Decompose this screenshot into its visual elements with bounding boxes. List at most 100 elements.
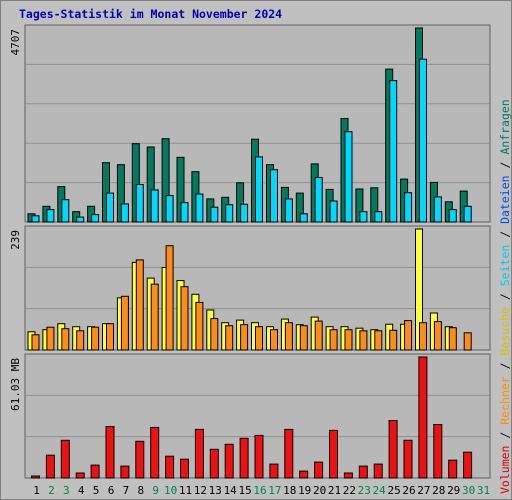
bar-rechner-day-11 [180,286,189,351]
bar-volumen-day-8 [135,440,145,479]
bar-volumen-day-7 [120,465,130,479]
bar-rechner-day-12 [195,301,204,351]
bar-dateien-day-9 [150,189,159,223]
bar-volumen-day-12 [194,428,204,479]
x-tick-label-day-11: 11 [179,484,192,497]
x-tick-label-day-7: 7 [123,484,130,497]
bar-volumen-day-19 [299,470,309,479]
bar-rechner-day-22 [344,329,353,351]
bar-dateien-day-6 [106,192,114,223]
bar-dateien-day-14 [225,204,234,223]
bar-volumen-day-9 [150,426,160,479]
bar-volumen-day-26 [403,439,413,479]
x-tick-label-day-24: 24 [373,484,387,497]
bar-rechner-day-13 [210,318,219,351]
bar-volumen-day-3 [60,439,70,479]
x-tick-label-day-27: 27 [417,484,430,497]
bar-volumen-day-18 [284,428,294,479]
bar-rechner-day-7 [120,295,129,351]
x-tick-label-day-8: 8 [137,484,144,497]
bar-rechner-day-3 [61,328,70,351]
bar-dateien-day-3 [61,199,70,223]
x-tick-label-day-21: 21 [328,484,341,497]
x-tick-label-day-23: 23 [358,484,371,497]
bar-rechner-day-24 [374,330,383,351]
bar-volumen-day-1 [31,475,40,479]
bar-volumen-day-5 [90,464,100,479]
bar-rechner-day-6 [106,323,114,351]
bar-dateien-day-25 [389,80,398,223]
x-tick-label-day-14: 14 [224,484,238,497]
bar-dateien-day-16 [255,156,263,223]
bar-rechner-day-9 [150,283,159,351]
bar-dateien-day-13 [210,206,219,223]
bar-volumen-day-10 [165,455,175,479]
bar-volumen-day-16 [254,434,264,479]
right-legend-text: Volumen / Rechner / Besuche / Seiten / D… [494,99,512,494]
bar-dateien-day-20 [314,177,323,223]
bar-volumen-day-30 [463,451,473,479]
bar-volumen-day-20 [314,461,324,479]
bar-dateien-day-10 [165,195,174,223]
bar-dateien-day-11 [180,202,189,223]
bar-dateien-day-21 [329,200,338,223]
bar-rechner-day-14 [225,325,234,351]
bar-dateien-day-17 [270,169,278,223]
bar-rechner-day-26 [404,320,413,351]
bar-rechner-day-25 [389,329,398,351]
bar-dateien-day-24 [374,211,383,223]
x-tick-label-day-20: 20 [313,484,326,497]
bar-rechner-day-23 [359,330,368,351]
legend-item-besuche: Besuche [498,307,512,356]
bar-rechner-day-15 [240,324,249,351]
bar-rechner-day-20 [314,320,323,351]
bar-dateien-day-8 [135,184,144,223]
x-tick-label-day-10: 10 [164,484,177,497]
bar-dateien-day-27 [419,58,427,223]
x-tick-label-day-5: 5 [93,484,100,497]
bar-volumen-day-15 [239,437,249,479]
x-tick-label-day-31: 31 [477,484,490,497]
bar-rechner-day-29 [448,327,457,351]
legend-item-dateien: Dateien [498,175,512,224]
bar-dateien-day-1 [31,215,40,223]
bar-dateien-day-30 [463,205,472,223]
bar-rechner-day-8 [135,259,144,351]
bar-volumen-day-28 [433,424,443,479]
x-tick-label-day-6: 6 [108,484,115,497]
x-tick-label-day-1: 1 [33,484,40,497]
bar-dateien-day-28 [433,196,442,223]
bar-rechner-day-2 [46,326,55,351]
bar-dateien-day-4 [76,216,85,223]
bar-dateien-day-19 [299,213,308,223]
bar-rechner-day-17 [270,329,278,351]
y-max-label: 239 [9,230,22,250]
right-legend: Volumen / Rechner / Besuche / Seiten / D… [493,99,512,494]
bar-volumen-day-14 [224,443,234,479]
bar-rechner-day-18 [284,322,293,351]
x-tick-label-day-4: 4 [78,484,85,497]
bar-rechner-day-21 [329,329,338,351]
legend-separator: / [498,223,512,245]
bar-dateien-day-29 [448,209,457,223]
bar-dateien-day-23 [359,211,368,223]
bar-dateien-day-22 [344,131,353,223]
x-tick-label-day-17: 17 [268,484,281,497]
x-tick-label-day-25: 25 [387,484,400,497]
bar-rechner-day-16 [255,326,263,351]
x-tick-label-day-29: 29 [447,484,460,497]
bar-dateien-day-2 [46,209,55,223]
bar-volumen-day-11 [180,458,189,479]
legend-item-rechner: Rechner [498,376,512,425]
bar-rechner-day-27 [419,322,427,351]
bar-volumen-day-24 [373,463,383,479]
x-tick-label-day-15: 15 [238,484,251,497]
bar-volumen-day-6 [105,426,115,479]
x-tick-label-day-18: 18 [283,484,296,497]
x-tick-label-day-12: 12 [194,484,207,497]
bar-dateien-day-7 [120,203,129,223]
x-tick-label-day-28: 28 [432,484,445,497]
bar-dateien-day-15 [240,203,249,223]
bar-dateien-day-26 [404,192,413,223]
legend-item-volumen: Volumen [498,445,512,494]
